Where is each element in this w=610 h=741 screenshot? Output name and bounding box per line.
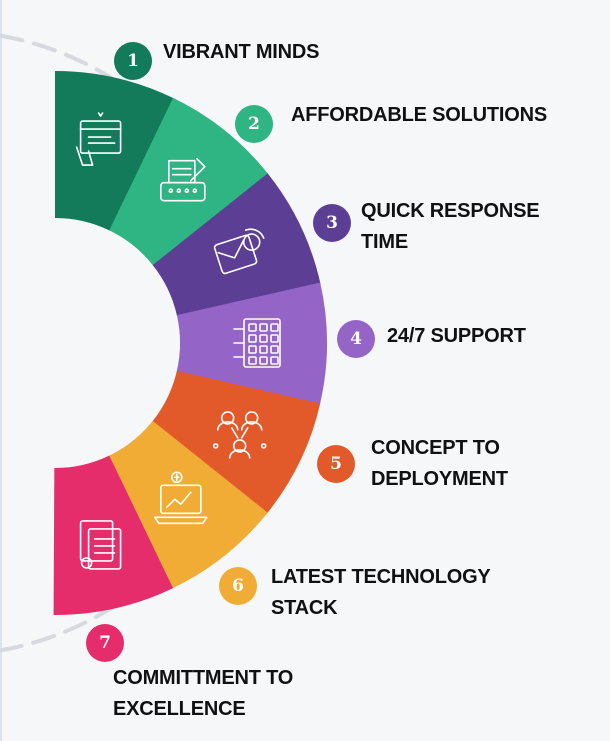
step-3-label: QUICK RESPONSE TIME bbox=[361, 196, 540, 258]
web-design-icon bbox=[75, 112, 122, 166]
message-notification-icon bbox=[213, 228, 265, 275]
segment-3 bbox=[152, 173, 321, 316]
ring-segments bbox=[53, 71, 327, 616]
step-5-badge: 5 bbox=[317, 445, 355, 483]
segment-5 bbox=[152, 370, 321, 514]
step-1-number: 1 bbox=[127, 51, 139, 71]
step-2-label: AFFORDABLE SOLUTIONS bbox=[291, 100, 547, 131]
step-5-number: 5 bbox=[330, 454, 342, 474]
step-3-line-1: QUICK RESPONSE bbox=[361, 200, 540, 222]
segment-4 bbox=[176, 282, 327, 405]
step-6-badge: 6 bbox=[219, 567, 257, 605]
step-6-label: LATEST TECHNOLOGY STACK bbox=[271, 562, 491, 624]
step-1-line-1: VIBRANT MINDS bbox=[163, 41, 320, 63]
step-3-line-2: TIME bbox=[361, 231, 408, 253]
step-2-badge: 2 bbox=[235, 105, 273, 143]
step-3-number: 3 bbox=[326, 213, 338, 233]
step-4-badge: 4 bbox=[337, 320, 375, 358]
step-2-number: 2 bbox=[248, 114, 260, 134]
step-1-label: VIBRANT MINDS bbox=[163, 37, 319, 68]
step-6-line-1: LATEST TECHNOLOGY bbox=[271, 566, 491, 588]
step-5-line-2: DEPLOYMENT bbox=[371, 468, 508, 490]
left-edge-line bbox=[0, 0, 2, 741]
segment-6 bbox=[108, 420, 268, 589]
calendar-grid-icon bbox=[233, 318, 281, 368]
step-6-line-2: STACK bbox=[271, 597, 338, 619]
step-4-line-1: 24/7 SUPPORT bbox=[387, 325, 526, 347]
segment-2 bbox=[109, 97, 269, 266]
laptop-growth-icon bbox=[154, 471, 208, 525]
step-2-line-1: AFFORDABLE SOLUTIONS bbox=[291, 104, 547, 126]
step-7-badge: 7 bbox=[86, 624, 124, 662]
step-3-badge: 3 bbox=[313, 204, 351, 242]
step-1-badge: 1 bbox=[114, 42, 152, 80]
step-7-label: COMMITTMENT TO EXCELLENCE bbox=[113, 663, 293, 725]
typewriter-icon bbox=[160, 157, 206, 202]
step-5-line-1: CONCEPT TO bbox=[371, 437, 500, 459]
step-4-label: 24/7 SUPPORT bbox=[387, 321, 526, 352]
step-7-number: 7 bbox=[99, 633, 111, 653]
step-6-number: 6 bbox=[232, 576, 244, 596]
step-4-number: 4 bbox=[350, 329, 362, 349]
step-7-line-1: COMMITTMENT TO bbox=[113, 667, 294, 689]
team-network-icon bbox=[212, 411, 267, 459]
step-5-label: CONCEPT TO DEPLOYMENT bbox=[371, 433, 508, 495]
segment-icons bbox=[75, 112, 281, 570]
segment-1 bbox=[55, 71, 175, 231]
documents-icon bbox=[79, 520, 122, 570]
step-7-line-2: EXCELLENCE bbox=[113, 698, 246, 720]
